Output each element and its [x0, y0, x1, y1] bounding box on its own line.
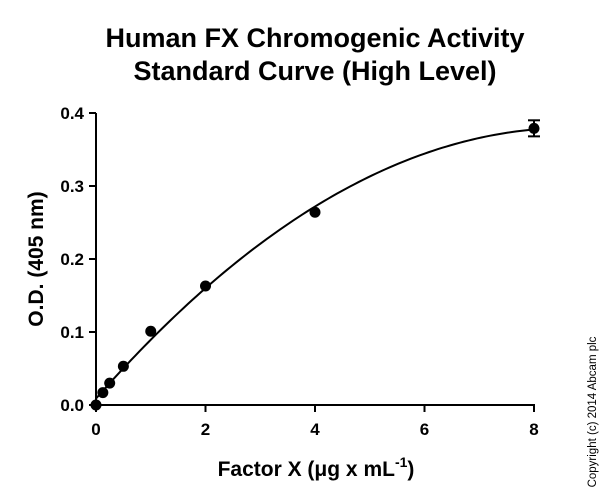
data-points [90, 122, 540, 411]
data-point [200, 280, 211, 292]
x-axis-label: Factor X (μg x mL-1) [218, 454, 415, 481]
x-tick-label: 6 [420, 420, 429, 439]
axes [95, 113, 535, 406]
data-point [90, 399, 102, 411]
copyright-notice: Copyright (c) 2014 Abcam plc [587, 336, 599, 487]
x-tick-label: 0 [91, 420, 100, 439]
y-tick-label: 0.2 [60, 250, 84, 269]
y-tick-label: 0.0 [60, 396, 84, 415]
data-point [528, 122, 540, 134]
data-point [309, 206, 321, 218]
chart-title-line-1: Human FX Chromogenic Activity [105, 23, 524, 53]
x-axis-label-superscript: -1 [395, 454, 408, 470]
x-axis-label-suffix: ) [407, 458, 414, 481]
y-axis-label: O.D. (405 nm) [25, 191, 48, 326]
y-tick-label: 0.3 [60, 177, 84, 196]
x-tick-label: 2 [201, 420, 210, 439]
y-tick-label: 0.4 [60, 104, 84, 123]
x-tick-label: 4 [310, 420, 320, 439]
data-point [145, 325, 157, 337]
data-point [97, 387, 109, 399]
ticks [89, 112, 535, 412]
data-point [117, 360, 129, 372]
tick-labels: 0 2 4 6 8 0.0 0.1 0.2 0.3 0.4 [60, 104, 538, 439]
fit-curve [95, 128, 535, 400]
chart-title-line-2: Standard Curve (High Level) [133, 56, 496, 86]
data-point [104, 377, 116, 389]
x-tick-label: 8 [529, 420, 538, 439]
y-tick-label: 0.1 [60, 323, 84, 342]
chart-title: Human FX Chromogenic Activity Standard C… [105, 23, 524, 86]
x-axis-label-main: Factor X (μg x mL [218, 458, 396, 481]
